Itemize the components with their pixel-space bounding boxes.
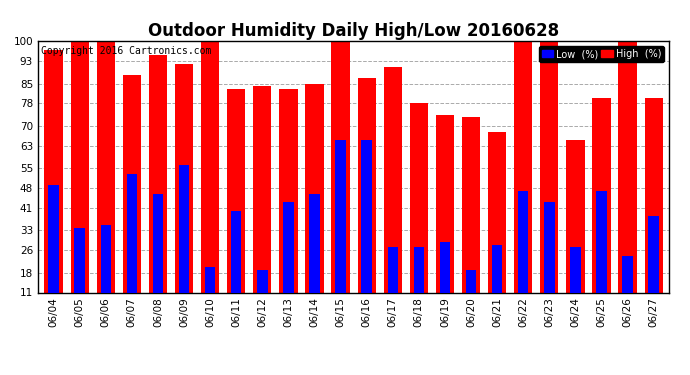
Bar [540, 41, 558, 324]
Bar [362, 140, 372, 324]
Bar [152, 194, 163, 324]
Bar [44, 50, 63, 324]
Bar [566, 140, 584, 324]
Bar [179, 165, 189, 324]
Bar [149, 56, 167, 324]
Bar [279, 89, 297, 324]
Bar [227, 89, 246, 324]
Bar [97, 41, 115, 324]
Bar [388, 248, 398, 324]
Bar [101, 225, 111, 324]
Bar [492, 244, 502, 324]
Bar [570, 248, 580, 324]
Bar [205, 267, 215, 324]
Bar [544, 202, 555, 324]
Bar [309, 194, 319, 324]
Bar [257, 270, 268, 324]
Bar [70, 41, 89, 324]
Bar [127, 174, 137, 324]
Bar [335, 140, 346, 324]
Bar [436, 115, 454, 324]
Bar [440, 242, 450, 324]
Bar [466, 270, 476, 324]
Bar [253, 86, 271, 324]
Bar [518, 191, 529, 324]
Text: Copyright 2016 Cartronics.com: Copyright 2016 Cartronics.com [41, 46, 211, 56]
Bar [123, 75, 141, 324]
Bar [618, 41, 637, 324]
Bar [231, 211, 241, 324]
Bar [644, 98, 663, 324]
Bar [649, 216, 659, 324]
Bar [384, 67, 402, 324]
Bar [410, 104, 428, 324]
Bar [75, 228, 85, 324]
Bar [283, 202, 294, 324]
Bar [592, 98, 611, 324]
Bar [596, 191, 607, 324]
Title: Outdoor Humidity Daily High/Low 20160628: Outdoor Humidity Daily High/Low 20160628 [148, 22, 559, 40]
Bar [201, 41, 219, 324]
Bar [175, 64, 193, 324]
Bar [306, 84, 324, 324]
Bar [488, 132, 506, 324]
Bar [514, 41, 532, 324]
Legend: Low  (%), High  (%): Low (%), High (%) [539, 46, 664, 62]
Bar [622, 256, 633, 324]
Bar [357, 78, 376, 324]
Bar [413, 248, 424, 324]
Bar [462, 117, 480, 324]
Bar [48, 185, 59, 324]
Bar [331, 41, 350, 324]
